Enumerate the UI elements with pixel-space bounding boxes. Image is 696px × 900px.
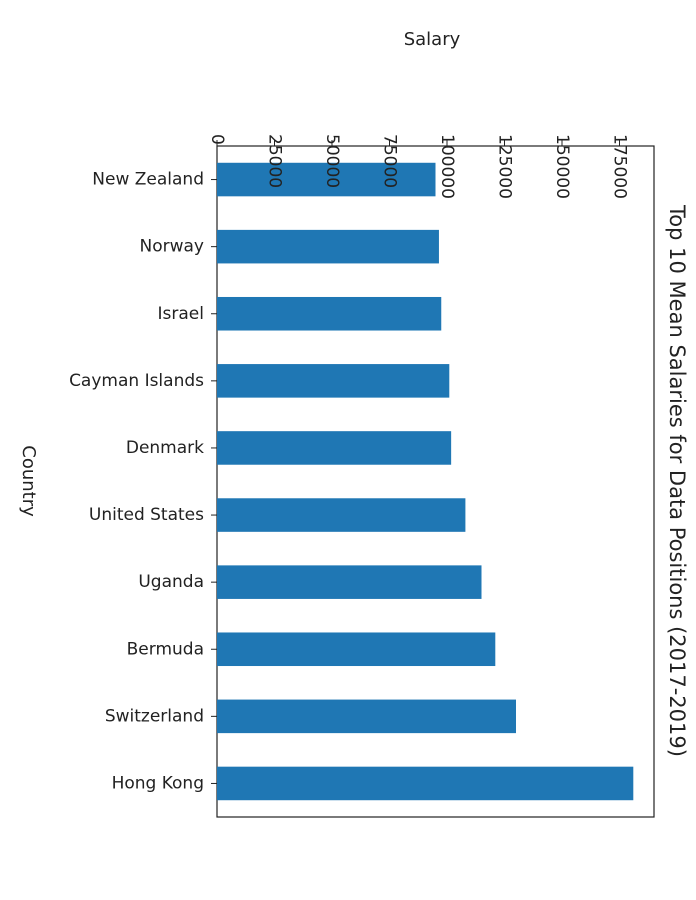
x-axis-label: Salary	[404, 29, 461, 50]
bar	[217, 431, 452, 465]
y-tick-label: Hong Kong	[112, 773, 204, 793]
bar	[217, 632, 496, 667]
bar	[217, 565, 482, 599]
y-axis-label: Country	[18, 445, 39, 517]
y-tick-label: United States	[89, 505, 204, 525]
x-tick-label: 25000	[265, 134, 285, 188]
bar	[217, 162, 436, 197]
x-tick-label: 100000	[437, 134, 457, 199]
bar	[217, 699, 516, 734]
plot-frame	[216, 145, 655, 818]
y-tick-label: Switzerland	[105, 706, 204, 726]
y-tick-label: Norway	[140, 237, 205, 257]
x-tick-label: 125000	[495, 134, 515, 199]
y-tick-label: Bermuda	[127, 639, 204, 659]
y-tick-label: Israel	[158, 304, 204, 324]
bar	[217, 229, 439, 264]
y-tick-label: Uganda	[138, 572, 204, 592]
y-tick-label: Cayman Islands	[69, 371, 204, 391]
y-tick-label: Denmark	[126, 438, 204, 458]
x-tick-label: 75000	[380, 134, 400, 188]
x-tick-label: 0	[207, 134, 227, 145]
x-tick-label: 50000	[322, 134, 342, 188]
y-tick-label: New Zealand	[92, 170, 204, 190]
bar	[217, 296, 442, 331]
x-tick-label: 150000	[552, 134, 572, 199]
bar	[217, 364, 450, 398]
bar	[217, 766, 634, 801]
x-tick-label: 175000	[610, 134, 630, 199]
chart-title: Top 10 Mean Salaries for Data Positions …	[665, 204, 689, 757]
bar	[217, 498, 466, 532]
